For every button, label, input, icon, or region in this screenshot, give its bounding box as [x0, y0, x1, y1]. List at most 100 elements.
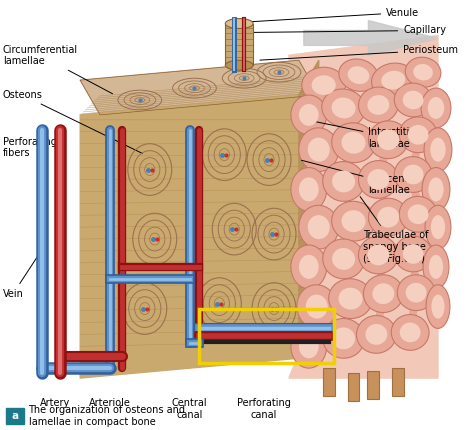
- Polygon shape: [304, 21, 438, 55]
- Ellipse shape: [391, 314, 429, 350]
- Bar: [200, 309, 334, 363]
- Ellipse shape: [312, 75, 336, 95]
- Ellipse shape: [348, 66, 369, 84]
- Ellipse shape: [426, 285, 450, 329]
- Ellipse shape: [377, 129, 399, 150]
- Ellipse shape: [332, 248, 355, 270]
- Text: Osteons: Osteons: [3, 90, 142, 154]
- Ellipse shape: [430, 138, 446, 162]
- Text: The organization of osteons and
lamellae in compact bone: The organization of osteons and lamellae…: [28, 405, 185, 427]
- Ellipse shape: [332, 327, 355, 349]
- Text: Circumferential
lamellae: Circumferential lamellae: [3, 45, 112, 94]
- Ellipse shape: [358, 87, 398, 123]
- Ellipse shape: [297, 285, 337, 329]
- Ellipse shape: [403, 165, 424, 184]
- Ellipse shape: [291, 325, 327, 368]
- Ellipse shape: [299, 205, 338, 249]
- Ellipse shape: [365, 324, 387, 345]
- Ellipse shape: [358, 236, 398, 274]
- Ellipse shape: [368, 198, 408, 236]
- Ellipse shape: [356, 316, 396, 353]
- Ellipse shape: [299, 255, 319, 279]
- Ellipse shape: [399, 117, 437, 153]
- Ellipse shape: [328, 279, 373, 319]
- Text: Perforating
fibers: Perforating fibers: [3, 137, 62, 159]
- Ellipse shape: [358, 160, 398, 198]
- Ellipse shape: [364, 275, 403, 313]
- Ellipse shape: [299, 128, 338, 172]
- Ellipse shape: [397, 275, 435, 310]
- Bar: [6, 408, 24, 424]
- Ellipse shape: [422, 168, 450, 211]
- Polygon shape: [80, 60, 319, 115]
- Ellipse shape: [299, 177, 319, 201]
- Ellipse shape: [367, 245, 389, 265]
- Polygon shape: [80, 95, 299, 378]
- Polygon shape: [289, 35, 438, 378]
- Ellipse shape: [332, 201, 375, 241]
- Ellipse shape: [367, 95, 389, 115]
- Ellipse shape: [394, 83, 432, 117]
- Text: Arteriole: Arteriole: [89, 398, 131, 408]
- Text: Interstitial
lamellae: Interstitial lamellae: [310, 120, 419, 148]
- Text: Concentric
lamellae: Concentric lamellae: [301, 160, 421, 195]
- Ellipse shape: [308, 215, 330, 239]
- Ellipse shape: [332, 171, 355, 192]
- Text: a: a: [11, 411, 18, 421]
- Polygon shape: [299, 60, 319, 358]
- Text: Artery: Artery: [40, 398, 71, 408]
- Ellipse shape: [302, 67, 346, 103]
- Ellipse shape: [341, 210, 365, 232]
- Ellipse shape: [373, 283, 394, 304]
- Ellipse shape: [306, 295, 328, 319]
- Ellipse shape: [338, 288, 363, 310]
- Ellipse shape: [291, 168, 327, 211]
- Ellipse shape: [403, 91, 424, 109]
- Bar: [225, 24, 253, 65]
- Ellipse shape: [421, 88, 451, 128]
- Ellipse shape: [291, 245, 327, 289]
- Text: Central
canal: Central canal: [172, 398, 207, 420]
- Ellipse shape: [342, 132, 365, 154]
- Ellipse shape: [299, 104, 319, 126]
- Ellipse shape: [406, 283, 427, 303]
- Bar: [392, 368, 404, 396]
- Text: Capillary: Capillary: [250, 25, 446, 36]
- Ellipse shape: [403, 244, 424, 264]
- Ellipse shape: [332, 98, 356, 118]
- Ellipse shape: [394, 157, 432, 192]
- Ellipse shape: [428, 177, 444, 201]
- Text: Vein: Vein: [3, 251, 41, 299]
- Bar: [347, 373, 359, 401]
- Ellipse shape: [367, 169, 389, 190]
- Ellipse shape: [431, 295, 445, 319]
- Text: Perforating
canal: Perforating canal: [237, 398, 291, 420]
- Ellipse shape: [323, 162, 365, 201]
- Ellipse shape: [431, 215, 445, 239]
- Bar: [323, 368, 335, 396]
- Ellipse shape: [323, 239, 365, 279]
- Ellipse shape: [308, 138, 330, 162]
- Ellipse shape: [400, 322, 420, 342]
- Ellipse shape: [322, 89, 365, 127]
- Ellipse shape: [424, 128, 452, 172]
- Bar: [367, 371, 379, 399]
- Ellipse shape: [225, 18, 253, 28]
- Ellipse shape: [291, 95, 327, 135]
- Text: Periosteum: Periosteum: [260, 45, 458, 60]
- Ellipse shape: [413, 64, 433, 80]
- Ellipse shape: [429, 255, 443, 279]
- Ellipse shape: [405, 57, 441, 87]
- Ellipse shape: [372, 63, 415, 97]
- Ellipse shape: [394, 236, 432, 272]
- Text: Venule: Venule: [240, 8, 419, 22]
- Ellipse shape: [423, 245, 449, 289]
- Ellipse shape: [399, 197, 437, 232]
- Ellipse shape: [428, 97, 444, 119]
- Ellipse shape: [339, 59, 378, 91]
- Ellipse shape: [225, 60, 253, 70]
- Ellipse shape: [425, 205, 451, 249]
- Ellipse shape: [299, 334, 319, 358]
- Ellipse shape: [332, 123, 375, 163]
- Ellipse shape: [377, 207, 399, 227]
